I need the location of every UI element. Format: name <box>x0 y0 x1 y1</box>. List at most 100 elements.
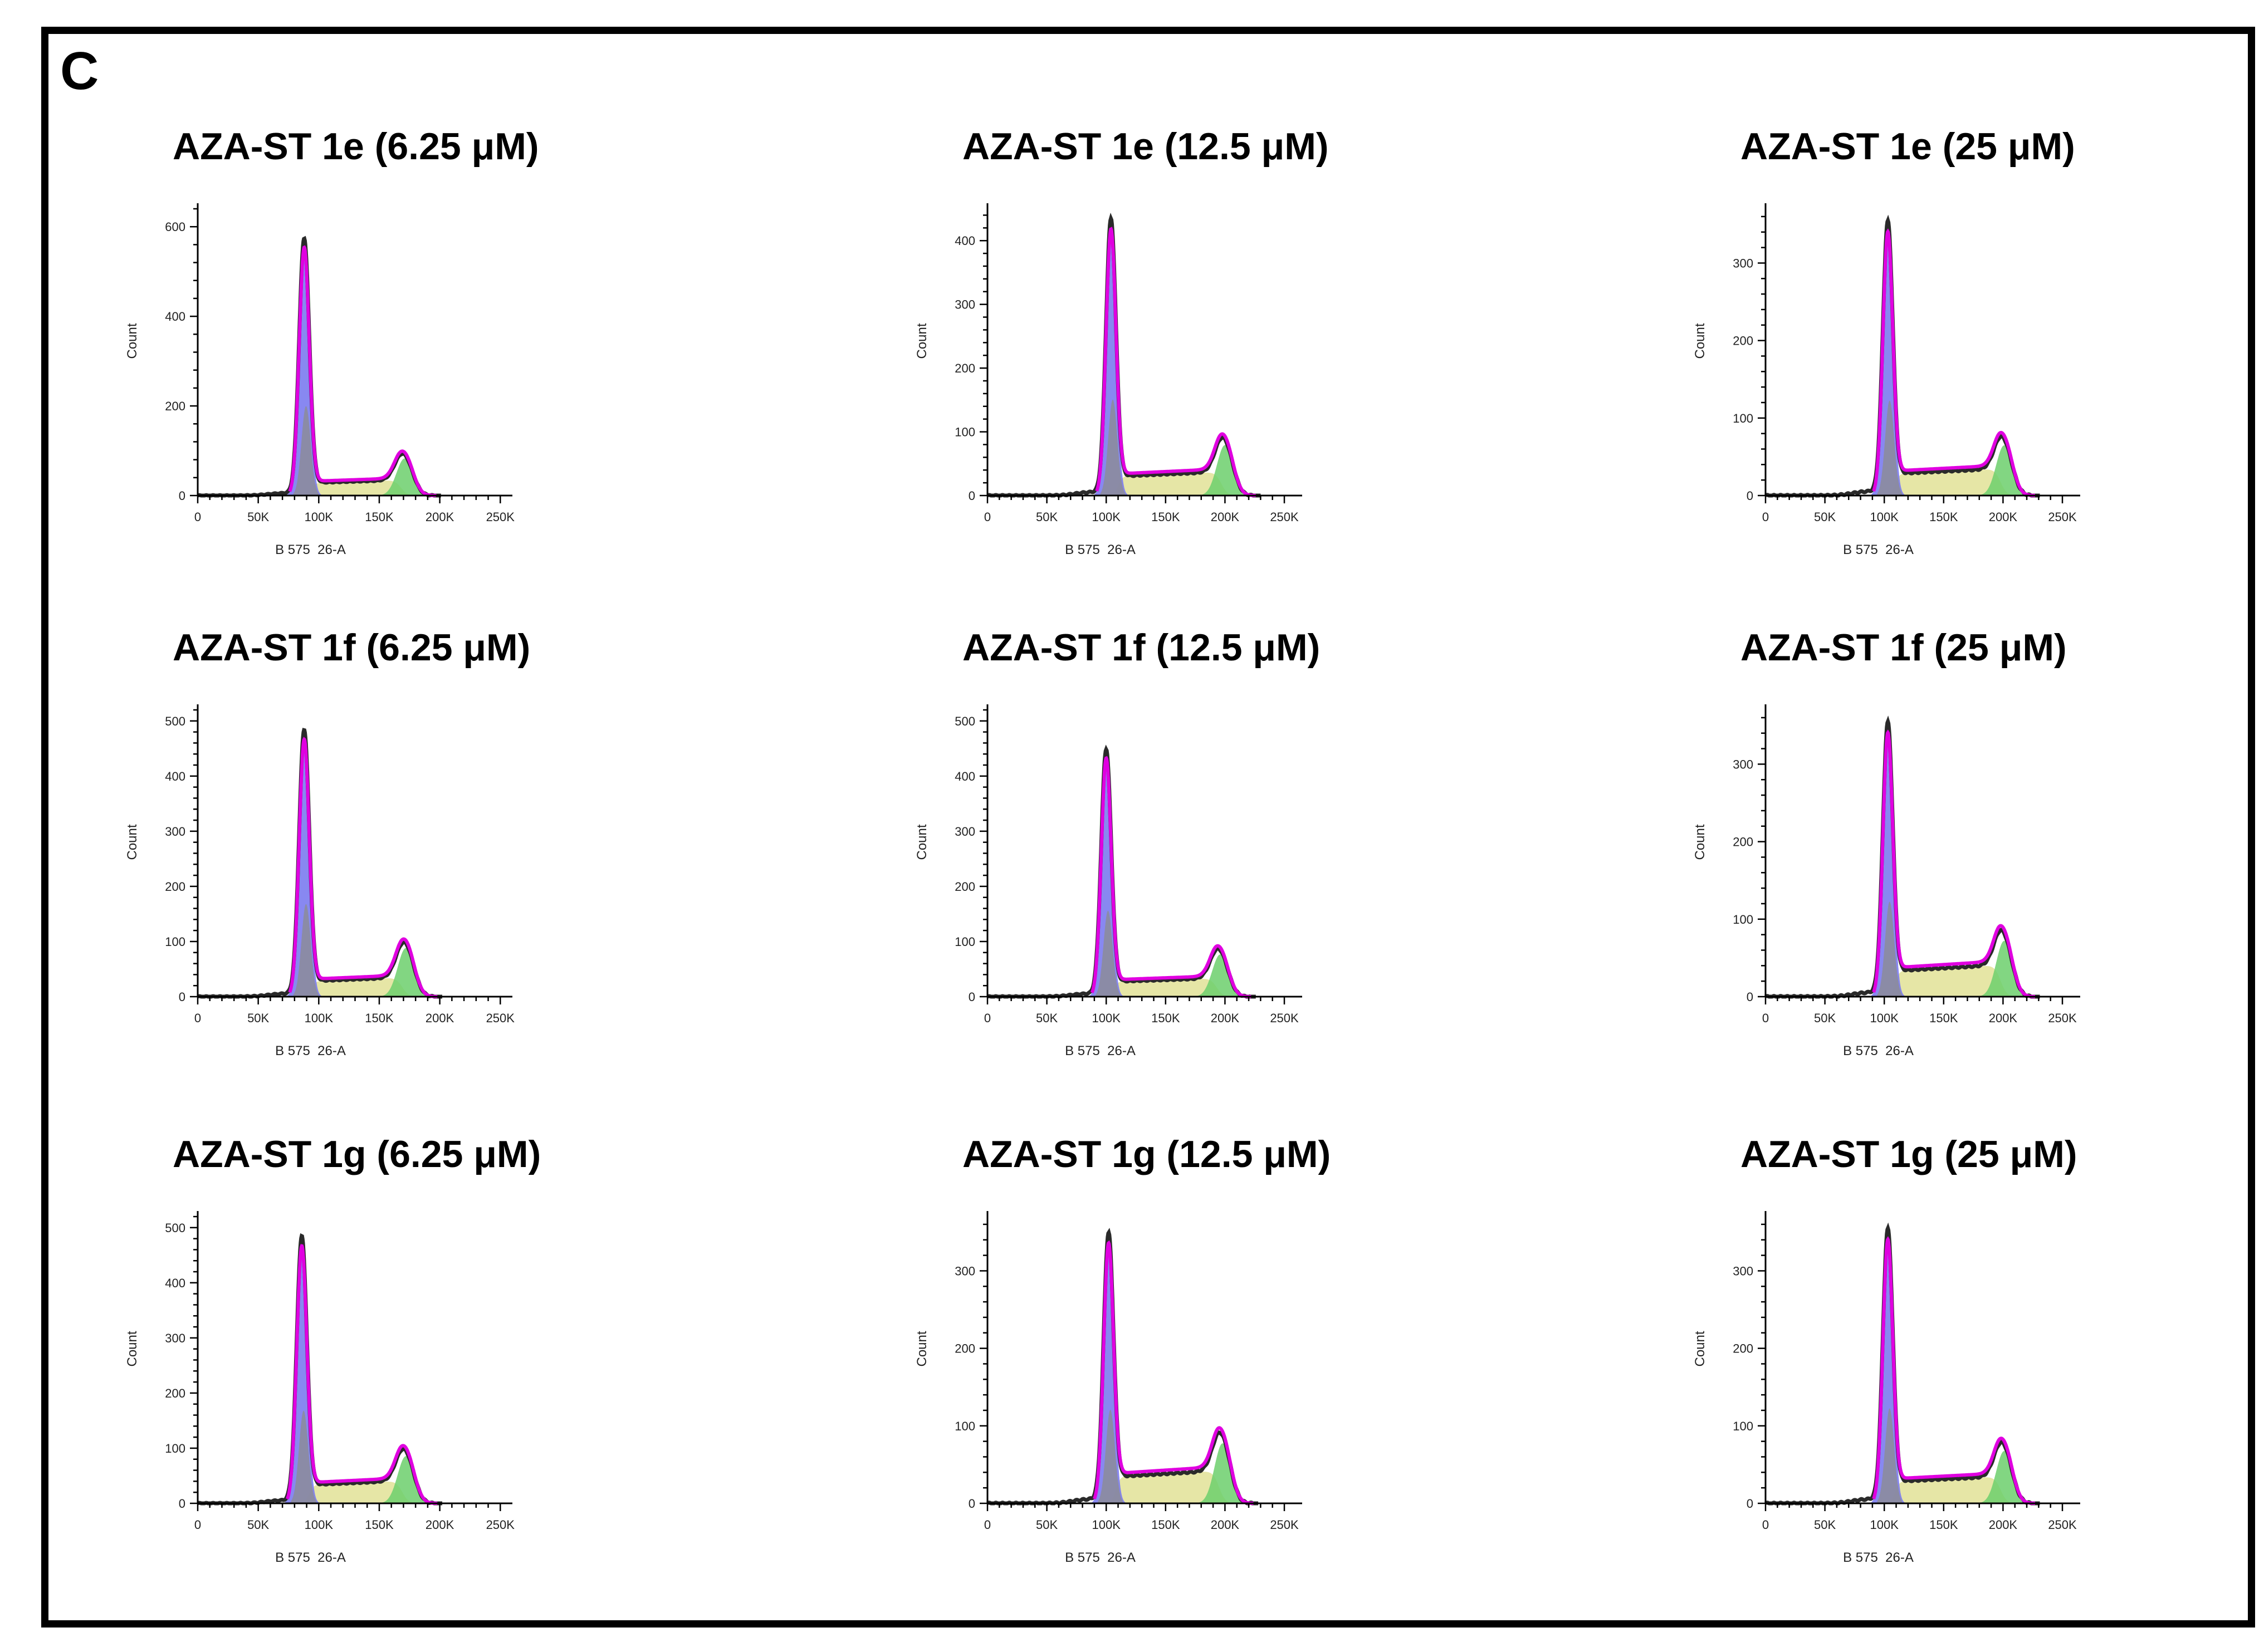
y-tick-label: 0 <box>1747 489 1753 503</box>
y-tick-label: 300 <box>1733 1264 1753 1278</box>
x-tick-label: 150K <box>1929 1011 1958 1025</box>
data-trace <box>986 212 1261 498</box>
x-tick-label: 100K <box>1092 1011 1121 1025</box>
y-tick-label: 200 <box>1733 1342 1753 1356</box>
x-tick-label: 0 <box>984 1011 991 1025</box>
y-tick-label: 300 <box>1733 256 1753 270</box>
y-axis-label: Count <box>125 1331 140 1366</box>
y-tick-label: 0 <box>969 1497 975 1511</box>
chart-title: AZA-ST 1g (6.25 μM) <box>173 1133 541 1175</box>
chart-title: AZA-ST 1e (12.5 μM) <box>962 125 1329 168</box>
x-tick-label: 250K <box>486 510 515 524</box>
y-axis-label: Count <box>125 824 140 860</box>
y-tick-label: 500 <box>165 714 185 728</box>
model-fit-trace <box>1872 1236 2035 1505</box>
histogram-svg: 0 50K 100K 150K 200K 250K 0 100 200 300 400 B 575 2… <box>915 203 1302 557</box>
x-tick-label: 200K <box>1989 510 2018 524</box>
chart-title: AZA-ST 1g (25 μM) <box>1740 1133 2077 1175</box>
x-tick-label: 50K <box>247 1011 269 1025</box>
x-axis-label: B 575 26-A <box>275 1550 346 1565</box>
y-tick-label: 0 <box>969 489 975 503</box>
histogram-svg: 0 50K 100K 150K 200K 250K 0 200 400 600 B 575 26-A… <box>125 203 515 557</box>
s-phase-area <box>1888 965 2019 997</box>
x-tick-label: 100K <box>305 1518 334 1532</box>
y-axis-label: Count <box>1693 1331 1708 1366</box>
s-phase-area <box>1108 1472 1237 1503</box>
y-tick-label: 300 <box>955 825 975 839</box>
debris-area <box>1100 399 1126 496</box>
y-tick-label: 500 <box>165 1221 185 1235</box>
y-tick-label: 500 <box>955 714 975 728</box>
data-trace <box>986 744 1256 999</box>
histogram-panel: AZA-ST 1f (25 μM) 0 50K 100K 150K 200K 250K 0 10… <box>1651 621 2208 1122</box>
x-tick-label: 250K <box>1270 510 1299 524</box>
x-axis-label: B 575 26-A <box>1065 1043 1136 1058</box>
y-tick-label: 0 <box>969 990 975 1004</box>
x-tick-label: 200K <box>1211 1011 1240 1025</box>
s-phase-area <box>1888 469 2019 496</box>
y-axis-label: Count <box>915 323 930 359</box>
x-tick-label: 50K <box>1036 1518 1058 1532</box>
y-tick-label: 300 <box>955 1264 975 1278</box>
y-axis-label: Count <box>915 1331 930 1366</box>
debris-area <box>1877 901 1903 997</box>
y-tick-label: 100 <box>1733 411 1753 425</box>
x-tick-label: 200K <box>426 510 454 524</box>
y-tick-label: 400 <box>165 310 185 323</box>
model-fit-trace <box>285 1244 438 1505</box>
x-axis-label: B 575 26-A <box>1843 1550 1914 1565</box>
g1-peak-area <box>285 1238 319 1503</box>
histogram-panel: AZA-ST 1f (6.25 μM) 0 50K 100K 150K 200K 250K 0… <box>84 621 640 1122</box>
histogram-panel: AZA-ST 1g (25 μM) 0 50K 100K 150K 200K 250K 0 10… <box>1651 1128 2208 1629</box>
x-tick-label: 50K <box>1036 510 1058 524</box>
y-tick-label: 200 <box>955 1342 975 1356</box>
x-tick-label: 200K <box>1211 510 1240 524</box>
x-tick-label: 100K <box>1092 510 1121 524</box>
x-tick-label: 0 <box>1762 1011 1769 1025</box>
chart-title: AZA-ST 1g (12.5 μM) <box>962 1133 1331 1175</box>
x-tick-label: 0 <box>194 1011 201 1025</box>
x-tick-label: 250K <box>2048 510 2077 524</box>
x-tick-label: 200K <box>426 1011 454 1025</box>
y-tick-label: 100 <box>1733 1419 1753 1433</box>
y-tick-label: 100 <box>955 425 975 439</box>
x-tick-label: 150K <box>1929 1518 1958 1532</box>
x-tick-label: 0 <box>1762 1518 1769 1532</box>
y-axis-label: Count <box>1693 824 1708 860</box>
x-tick-label: 0 <box>984 510 991 524</box>
x-tick-label: 200K <box>1989 1011 2018 1025</box>
histogram-svg: 0 50K 100K 150K 200K 250K 0 100 200 300 B 575 26-A… <box>915 1211 1302 1565</box>
y-tick-label: 300 <box>955 298 975 312</box>
debris-area <box>293 904 319 997</box>
s-phase-area <box>1888 1477 2019 1503</box>
x-tick-label: 0 <box>984 1518 991 1532</box>
y-tick-label: 0 <box>179 489 185 503</box>
model-fit-trace <box>288 245 437 497</box>
debris-area <box>291 1410 316 1503</box>
figure-frame <box>41 27 2255 1628</box>
x-tick-label: 50K <box>1814 1011 1836 1025</box>
histogram-svg: 0 50K 100K 150K 200K 250K 0 100 200 300 400 500 B 57… <box>125 1211 515 1565</box>
y-tick-label: 200 <box>1733 835 1753 849</box>
x-tick-label: 250K <box>486 1011 515 1025</box>
debris-area <box>1877 400 1903 496</box>
histogram-panel: AZA-ST 1g (12.5 μM) 0 50K 100K 150K 200K 250K 0… <box>873 1128 1430 1629</box>
debris-area <box>293 406 319 496</box>
data-trace <box>197 236 441 498</box>
y-axis-label: Count <box>915 824 930 860</box>
histogram-svg: 0 50K 100K 150K 200K 250K 0 100 200 300 400 500 B 57… <box>125 704 515 1058</box>
x-tick-label: 250K <box>2048 1518 2077 1532</box>
debris-area <box>1096 910 1121 997</box>
y-tick-label: 100 <box>165 935 185 949</box>
histogram-panel: AZA-ST 1g (6.25 μM) 0 50K 100K 150K 200K 250K 0… <box>84 1128 640 1629</box>
x-tick-label: 100K <box>305 510 334 524</box>
histogram-panel: AZA-ST 1e (6.25 μM) 0 50K 100K 150K 200K 250K 0… <box>84 120 640 621</box>
x-tick-label: 50K <box>1814 510 1836 524</box>
y-tick-label: 100 <box>955 1419 975 1433</box>
y-tick-label: 100 <box>165 1442 185 1455</box>
y-tick-label: 0 <box>179 1497 185 1511</box>
x-tick-label: 150K <box>1929 510 1958 524</box>
y-tick-label: 100 <box>1733 913 1753 927</box>
y-axis-label: Count <box>1693 323 1708 359</box>
